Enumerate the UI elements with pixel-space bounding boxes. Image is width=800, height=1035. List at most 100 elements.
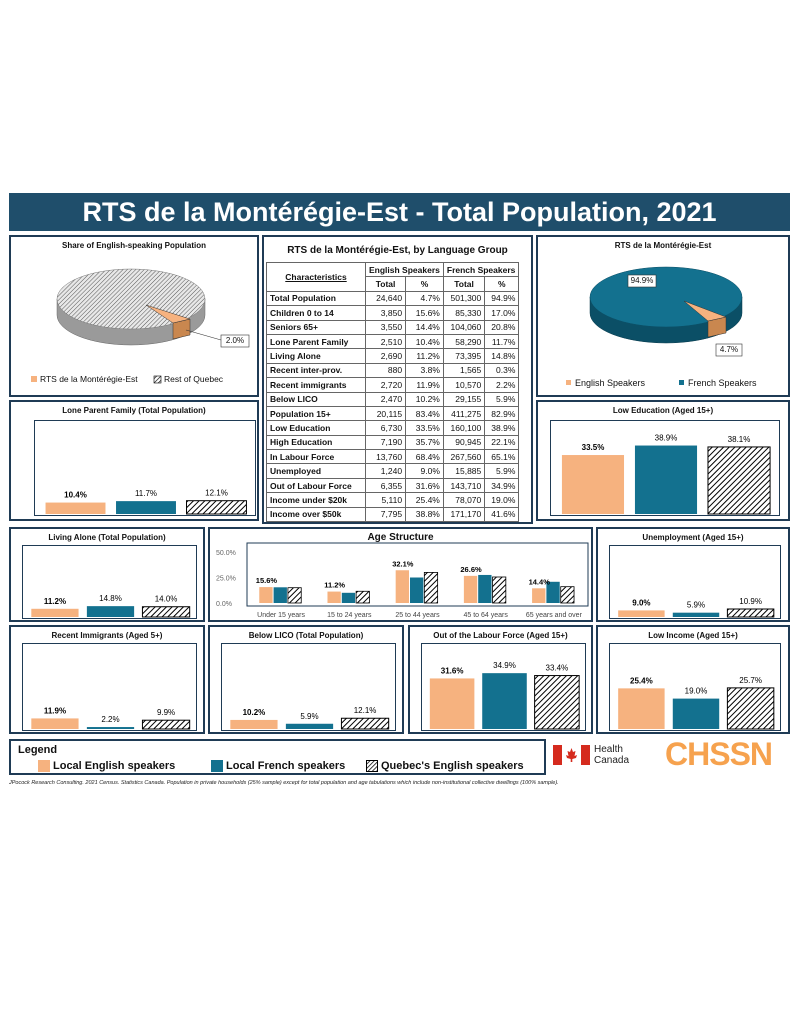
pie-language-chart xyxy=(566,266,743,385)
cell-french-total: 501,300 xyxy=(442,290,486,307)
cell-row-label: Out of Labour Force xyxy=(266,477,366,494)
bar-chart-title: Recent Immigrants (Aged 5+) xyxy=(51,631,163,640)
bar-value-label: 9.0% xyxy=(632,598,650,607)
health-canada-line2: Canada xyxy=(594,755,630,766)
bar-plot-area: 9.0% 5.9% 10.9% xyxy=(609,545,781,619)
bar-plot-area: 10.4% 11.7% 12.1% xyxy=(34,420,256,516)
age-plot-area xyxy=(246,542,589,607)
legend-swatch-rest-of-quebec xyxy=(153,375,162,384)
cell-french-pct: 82.9% xyxy=(484,405,520,422)
cell-english-total: 13,760 xyxy=(364,449,407,465)
cell-french-total: 411,275 xyxy=(442,405,486,422)
pie-slice-english xyxy=(683,300,727,322)
bar-value-label: 31.6% xyxy=(441,666,464,675)
bar-chart: 10.4% 11.7% 12.1% xyxy=(45,489,247,515)
cell-row-label: Living Alone xyxy=(266,348,366,364)
bar-chart: 31.6% 34.9% 33.4% xyxy=(429,661,580,730)
cell-french-pct: 0.3% xyxy=(484,362,520,379)
cell-english-total: 880 xyxy=(364,362,407,379)
table-row: Population 15+ 20,115 83.4% 411,275 82.9% xyxy=(266,405,520,422)
cell-english-total: 6,355 xyxy=(364,477,407,494)
cell-english-total: 2,690 xyxy=(364,348,407,364)
table-row: Living Alone 2,690 11.2% 73,395 14.8% xyxy=(266,348,520,364)
age-bar-quebec xyxy=(492,576,507,604)
cell-row-label: In Labour Force xyxy=(266,449,366,465)
pie-english-share-title: Share of English-speaking Population xyxy=(61,241,206,250)
pie-leader-line xyxy=(185,329,222,341)
cell-english-pct: 33.5% xyxy=(405,420,444,436)
bar-chart: 25.4% 19.0% 25.7% xyxy=(618,676,775,730)
legend-swatch-rts xyxy=(31,376,37,382)
bar-plot-area: 31.6% 34.9% 33.4% xyxy=(421,643,586,731)
cell-english-total: 6,730 xyxy=(364,420,407,436)
bar-value-label: 11.2% xyxy=(44,597,66,606)
cell-french-pct: 14.8% xyxy=(484,348,520,364)
bar-value-label: 38.1% xyxy=(728,435,751,444)
bar-value-label: 12.1% xyxy=(354,706,377,715)
cell-english-pct: 10.4% xyxy=(405,333,444,350)
bar-chart-panel: Unemployment (Aged 15+) 9.0% 5.9% 10.9% xyxy=(596,527,790,622)
bar-french xyxy=(116,501,176,514)
bar-quebec xyxy=(534,675,580,730)
cell-french-total: 29,155 xyxy=(442,391,486,407)
age-bar-quebec xyxy=(355,590,370,604)
pie-value-box xyxy=(220,334,250,348)
bar-chart: 11.9% 2.2% 9.9% xyxy=(31,706,191,730)
cell-row-label: Low Education xyxy=(266,420,366,436)
legend-item-quebec: Quebec's English speakers xyxy=(366,760,524,772)
bar-chart-title: Out of the Labour Force (Aged 15+) xyxy=(433,631,568,640)
age-category-label: 45 to 64 years xyxy=(464,612,509,619)
legend-swatch-quebec xyxy=(366,760,378,772)
bar-value-label: 34.9% xyxy=(493,661,516,670)
bar-english xyxy=(31,608,79,617)
cell-english-pct: 38.8% xyxy=(405,506,444,523)
bar-chart-panel: Out of the Labour Force (Aged 15+) 31.6% 3… xyxy=(408,625,593,734)
age-structure-panel: Age Structure 50.0% 25.0% 0.0% 15.6% Under 1… xyxy=(208,527,593,622)
bar-english xyxy=(230,719,278,729)
cell-french-total: 73,395 xyxy=(442,348,486,364)
bar-quebec xyxy=(726,687,775,730)
bar-chart-panel: Low Education (Aged 15+) 33.5% 38.9% 38.1% xyxy=(536,400,790,521)
table-title: RTS de la Montérégie-Est, by Language Gr… xyxy=(287,245,508,256)
bar-value-label: 25.7% xyxy=(739,676,762,685)
age-y-tick: 50.0% xyxy=(216,550,236,557)
cell-row-label: High Education xyxy=(266,434,366,451)
table-row: Out of Labour Force 6,355 31.6% 143,710 34.9… xyxy=(266,477,520,494)
bar-chart-title: Below LICO (Total Population) xyxy=(248,631,364,640)
cell-english-total: 2,510 xyxy=(364,333,407,350)
bar-value-label: 10.9% xyxy=(739,597,762,606)
bar-chart-title: Lone Parent Family (Total Population) xyxy=(62,406,206,415)
table-row: Income over $50k 7,795 38.8% 171,170 41.6% xyxy=(266,506,520,523)
bar-value-label: 9.9% xyxy=(157,708,175,717)
cell-english-pct: 14.4% xyxy=(405,319,444,335)
legend-panel xyxy=(9,739,546,775)
cell-french-total: 143,710 xyxy=(442,477,486,494)
bar-value-label: 19.0% xyxy=(685,687,708,696)
legend-swatch-english xyxy=(566,380,571,385)
bar-value-label: 5.9% xyxy=(300,712,318,721)
footnote: JPocock Research Consulting. 2021 Census… xyxy=(9,780,559,786)
pie-legend-english: English Speakers xyxy=(575,378,646,388)
table-row: Below LICO 2,470 10.2% 29,155 5.9% xyxy=(266,391,520,407)
bar-english xyxy=(618,610,665,617)
bar-chart-panel: Below LICO (Total Population) 10.2% 5.9% 12… xyxy=(208,625,404,734)
table-row: Unemployed 1,240 9.0% 15,885 5.9% xyxy=(266,463,520,479)
health-canada-line1: Health xyxy=(594,744,623,755)
bar-french xyxy=(86,727,135,729)
legend-label-quebec: Quebec's English speakers xyxy=(381,760,524,772)
pie-english-value-box xyxy=(715,343,743,357)
age-value-label: 32.1% xyxy=(392,559,414,568)
cell-french-total: 78,070 xyxy=(442,492,486,508)
cell-row-label: Children 0 to 14 xyxy=(266,305,366,321)
age-bar-quebec xyxy=(287,587,302,604)
bar-english xyxy=(45,502,106,514)
cell-french-total: 267,560 xyxy=(442,449,486,465)
cell-english-total: 2,470 xyxy=(364,391,407,407)
bar-french xyxy=(672,612,720,617)
bar-value-label: 14.0% xyxy=(155,595,178,604)
cell-english-total: 5,110 xyxy=(364,492,407,508)
age-bar-english xyxy=(463,575,478,603)
table-row: Low Education 6,730 33.5% 160,100 38.9% xyxy=(266,420,520,436)
bar-value-label: 25.4% xyxy=(630,676,653,685)
cell-english-total: 20,115 xyxy=(364,405,407,422)
